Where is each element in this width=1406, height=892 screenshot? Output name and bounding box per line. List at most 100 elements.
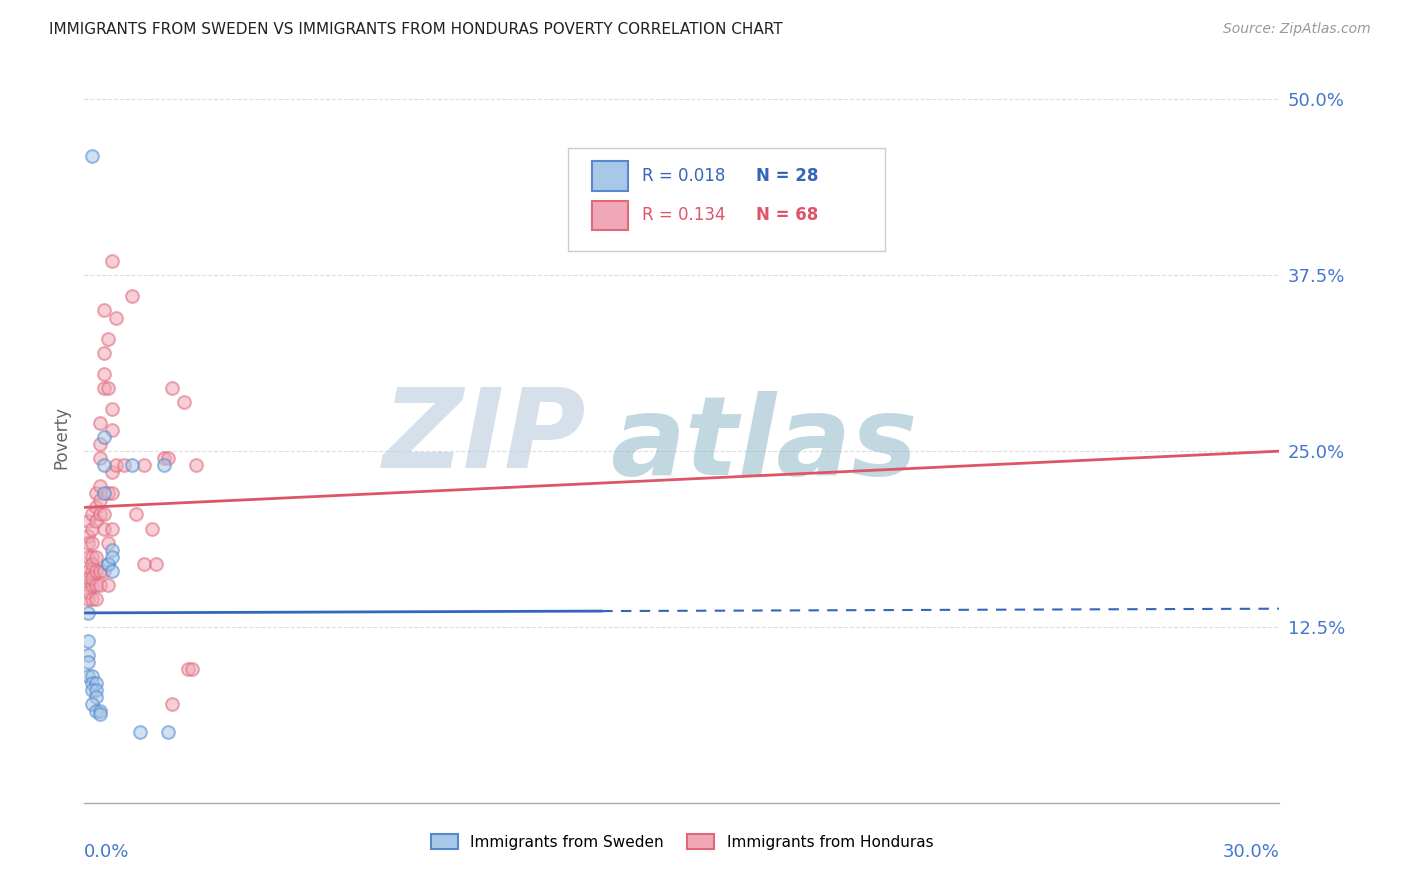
Point xyxy=(97,557,120,571)
Point xyxy=(77,648,100,662)
Point xyxy=(77,591,100,606)
Point xyxy=(121,458,143,473)
Point xyxy=(93,458,115,473)
Point xyxy=(141,521,163,535)
Point xyxy=(82,508,104,522)
Point xyxy=(89,451,111,466)
Point xyxy=(132,557,156,571)
Point xyxy=(89,564,111,578)
Point xyxy=(77,564,100,578)
Text: atlas: atlas xyxy=(610,391,918,498)
Point xyxy=(97,535,120,549)
Point xyxy=(77,535,100,549)
Point xyxy=(93,486,115,500)
Point xyxy=(97,578,120,592)
Point xyxy=(89,707,111,722)
Point xyxy=(112,458,135,473)
Y-axis label: Poverty: Poverty xyxy=(52,406,70,468)
Point xyxy=(101,564,124,578)
Point xyxy=(105,458,128,473)
Text: N = 28: N = 28 xyxy=(756,167,818,185)
Point xyxy=(101,486,124,500)
Point xyxy=(86,564,108,578)
Point xyxy=(93,508,115,522)
Point xyxy=(101,542,124,557)
Point xyxy=(177,662,200,676)
Point xyxy=(173,395,195,409)
Text: 0.0%: 0.0% xyxy=(84,843,129,861)
Point xyxy=(97,557,120,571)
Point xyxy=(129,725,152,739)
Point xyxy=(160,698,183,712)
Point xyxy=(82,564,104,578)
Point xyxy=(82,669,104,683)
Text: Source: ZipAtlas.com: Source: ZipAtlas.com xyxy=(1223,22,1371,37)
Point xyxy=(82,535,104,549)
Point xyxy=(86,676,108,690)
Text: ZIP: ZIP xyxy=(382,384,586,491)
Point xyxy=(89,437,111,451)
Point xyxy=(86,549,108,564)
Point xyxy=(93,303,115,318)
Point xyxy=(77,549,100,564)
Point xyxy=(101,423,124,437)
Point xyxy=(101,521,124,535)
Point xyxy=(157,725,180,739)
Point xyxy=(77,515,100,529)
Point xyxy=(77,571,100,585)
Point xyxy=(101,465,124,479)
Point xyxy=(97,381,120,395)
Text: IMMIGRANTS FROM SWEDEN VS IMMIGRANTS FROM HONDURAS POVERTY CORRELATION CHART: IMMIGRANTS FROM SWEDEN VS IMMIGRANTS FRO… xyxy=(49,22,783,37)
Point xyxy=(82,698,104,712)
Point xyxy=(77,606,100,620)
Bar xyxy=(592,201,628,230)
Point xyxy=(82,591,104,606)
Point xyxy=(77,634,100,648)
Point xyxy=(160,381,183,395)
Point xyxy=(93,345,115,359)
Point xyxy=(101,254,124,268)
Point xyxy=(153,451,176,466)
Point xyxy=(77,528,100,542)
Point xyxy=(82,676,104,690)
Text: 30.0%: 30.0% xyxy=(1223,843,1279,861)
Point xyxy=(181,662,204,676)
Point xyxy=(97,332,120,346)
Point xyxy=(153,458,176,473)
Point xyxy=(145,557,167,571)
Point xyxy=(82,149,104,163)
Point xyxy=(82,683,104,698)
Point xyxy=(93,521,115,535)
Point xyxy=(93,564,115,578)
Text: R = 0.018: R = 0.018 xyxy=(643,167,725,185)
Point xyxy=(157,451,180,466)
Point xyxy=(89,493,111,508)
Point xyxy=(77,584,100,599)
Text: N = 68: N = 68 xyxy=(756,206,818,225)
Point xyxy=(86,486,108,500)
Point xyxy=(97,486,120,500)
Point xyxy=(77,578,100,592)
Point xyxy=(82,557,104,571)
Legend: Immigrants from Sweden, Immigrants from Honduras: Immigrants from Sweden, Immigrants from … xyxy=(423,826,941,857)
Point xyxy=(77,655,100,669)
Point xyxy=(82,521,104,535)
Point xyxy=(184,458,207,473)
Point xyxy=(86,591,108,606)
Point xyxy=(82,578,104,592)
Point xyxy=(93,367,115,381)
Bar xyxy=(592,161,628,191)
Point xyxy=(125,508,148,522)
Text: R = 0.134: R = 0.134 xyxy=(643,206,725,225)
Point xyxy=(89,479,111,493)
Point xyxy=(93,430,115,444)
Point xyxy=(77,669,100,683)
Point xyxy=(132,458,156,473)
Point xyxy=(86,683,108,698)
Point xyxy=(101,549,124,564)
Point xyxy=(86,500,108,515)
Point xyxy=(93,381,115,395)
Point xyxy=(89,705,111,719)
Point xyxy=(89,578,111,592)
Point xyxy=(89,416,111,430)
